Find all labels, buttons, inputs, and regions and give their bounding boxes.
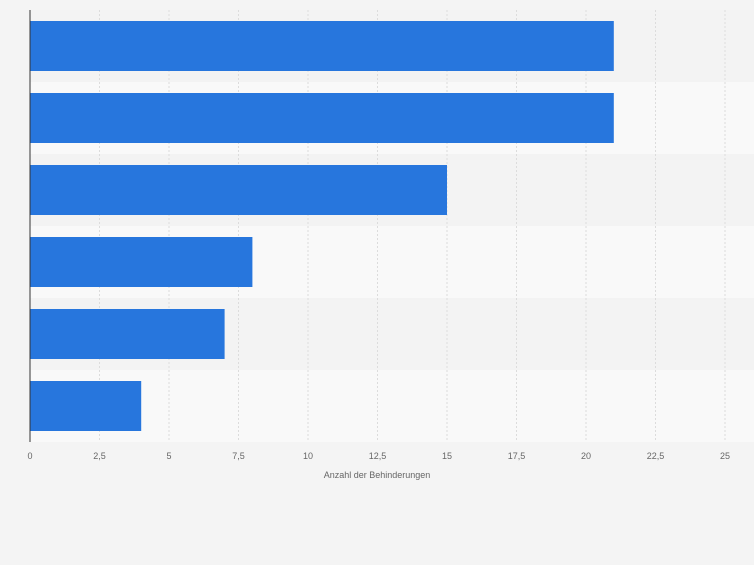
x-tick-label: 12,5 [369, 451, 387, 461]
grid-lines [99, 10, 726, 442]
x-tick-label: 15 [442, 451, 452, 461]
row-bands [30, 10, 754, 442]
bars [30, 21, 614, 431]
bar[interactable] [30, 381, 142, 431]
bar[interactable] [30, 237, 253, 287]
x-tick-label: 10 [303, 451, 313, 461]
bar[interactable] [30, 93, 614, 143]
x-tick-label: 7,5 [232, 451, 245, 461]
x-tick-label: 17,5 [508, 451, 526, 461]
x-tick-label: 5 [166, 451, 171, 461]
bar[interactable] [30, 21, 614, 71]
x-tick-label: 2,5 [93, 451, 106, 461]
x-tick-label: 20 [581, 451, 591, 461]
bar[interactable] [30, 309, 225, 359]
x-axis-label: Anzahl der Behinderungen [324, 470, 431, 480]
row-band [30, 370, 754, 442]
x-tick-label: 22,5 [647, 451, 665, 461]
x-tick-label: 0 [27, 451, 32, 461]
bar[interactable] [30, 165, 447, 215]
x-tick-label: 25 [720, 451, 730, 461]
x-tick-labels: 0 2,5 5 7,5 10 12,5 15 17,5 20 22,5 25 [27, 451, 730, 461]
